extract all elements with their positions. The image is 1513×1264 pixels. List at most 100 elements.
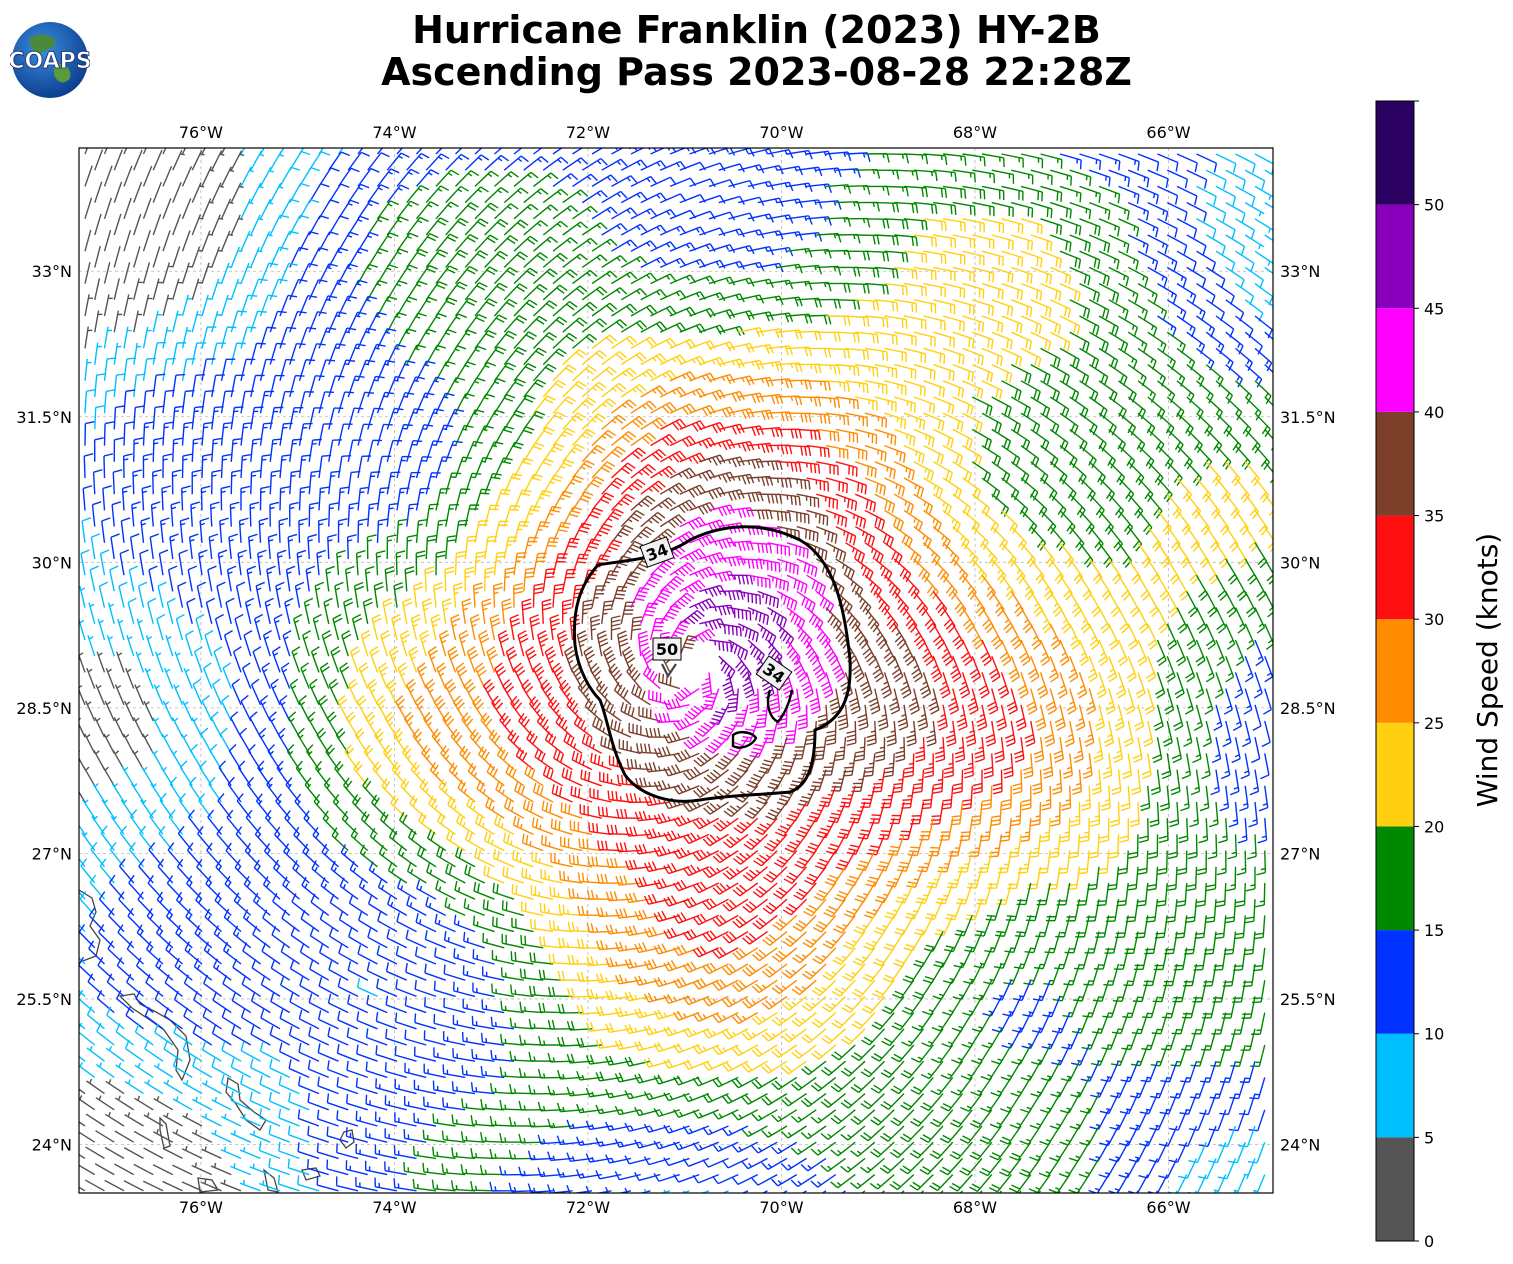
barb-staff (1245, 267, 1263, 279)
barb-tick (104, 454, 113, 456)
barb-tick (330, 232, 339, 235)
barb-tick (421, 186, 429, 190)
barb-tick (606, 401, 613, 406)
wind-barb (339, 424, 353, 445)
barb-tick (529, 300, 537, 305)
barb-tick (1146, 245, 1148, 254)
barb-half-tick (617, 226, 620, 229)
barb-tick (1005, 406, 1007, 415)
wind-barb (972, 267, 993, 282)
barb-tick (414, 409, 423, 410)
barb-tick (1057, 224, 1058, 233)
barb-tick (440, 218, 448, 222)
wind-barb (153, 279, 162, 300)
barb-tick (887, 186, 889, 195)
barb-half-tick (1200, 310, 1202, 314)
wind-barb (475, 203, 498, 219)
barb-half-tick (358, 188, 362, 190)
barb-tick (527, 395, 535, 399)
barb-tick (834, 365, 836, 374)
barb-tick (1203, 246, 1206, 255)
barb-tick (936, 172, 937, 181)
barb-staff (1226, 235, 1245, 246)
barb-tick (114, 438, 123, 440)
wind-barb (592, 430, 616, 445)
wind-barb (329, 408, 344, 429)
barb-tick (1138, 162, 1139, 171)
wind-barb (534, 173, 558, 186)
barb-tick (520, 252, 528, 257)
wind-barb (1148, 235, 1168, 254)
wind-barb (992, 300, 1013, 317)
barb-tick (530, 236, 538, 241)
wind-barb (514, 300, 537, 316)
wind-barb (1187, 170, 1207, 188)
barb-half-tick (824, 184, 825, 188)
barb-half-tick (736, 295, 738, 299)
barb-half-tick (426, 301, 430, 303)
wind-barb (144, 295, 153, 316)
barb-tick (770, 345, 774, 354)
barb-half-tick (1150, 392, 1152, 396)
barb-half-tick (726, 246, 728, 250)
barb-half-tick (558, 192, 562, 195)
barb-tick (1044, 373, 1047, 382)
wind-barb (105, 327, 112, 349)
wind-barb (963, 348, 984, 365)
barb-tick (437, 253, 445, 257)
barb-tick (726, 311, 731, 319)
barb-tick (94, 470, 103, 472)
wind-barb (124, 262, 130, 283)
barb-staff (114, 150, 122, 170)
barb-half-tick (547, 207, 551, 210)
barb-tick (630, 272, 636, 279)
wind-barb (914, 332, 935, 346)
barb-tick (474, 442, 483, 444)
wind-barb (153, 438, 163, 462)
wind-barb (173, 438, 183, 462)
wind-barb (309, 376, 324, 397)
barb-tick (321, 152, 330, 155)
barb-tick (795, 429, 797, 438)
wind-barb (1245, 300, 1263, 322)
barb-tick (308, 296, 317, 298)
wind-barb (1206, 170, 1226, 189)
barb-tick (820, 447, 821, 456)
barb-tick (858, 483, 859, 492)
barb-tick (854, 400, 855, 409)
barb-tick (890, 468, 891, 477)
wind-barb (280, 167, 300, 186)
wind-barb (270, 376, 284, 397)
wind-barb (465, 283, 487, 300)
barb-staff (85, 198, 91, 219)
wind-barb (943, 413, 963, 431)
barb-half-tick (163, 459, 168, 460)
barb-tick (799, 199, 802, 208)
barb-tick (1252, 197, 1255, 206)
wind-barb (1158, 219, 1178, 238)
barb-half-tick (811, 397, 812, 402)
barb-half-tick (795, 232, 797, 236)
barb-tick (877, 202, 879, 211)
barb-tick (642, 469, 649, 475)
barb-tick (958, 387, 959, 396)
barb-tick (479, 283, 487, 287)
barb-half-tick (1115, 193, 1116, 198)
barb-tick (565, 400, 573, 405)
barb-tick (511, 140, 518, 146)
barb-tick (955, 488, 958, 497)
barb-tick (380, 217, 389, 220)
barb-half-tick (883, 186, 884, 191)
wind-barb (933, 429, 953, 447)
barb-tick (499, 283, 507, 287)
wind-barb (1099, 251, 1119, 269)
barb-tick (824, 415, 825, 424)
barb-tick (327, 328, 336, 329)
barb-tick (1047, 241, 1048, 250)
barb-tick (365, 392, 374, 393)
barb-staff (670, 210, 690, 218)
barb-staff (202, 359, 206, 381)
barb-tick (1047, 208, 1048, 217)
barb-half-tick (458, 189, 462, 191)
wind-barb (1070, 267, 1090, 285)
